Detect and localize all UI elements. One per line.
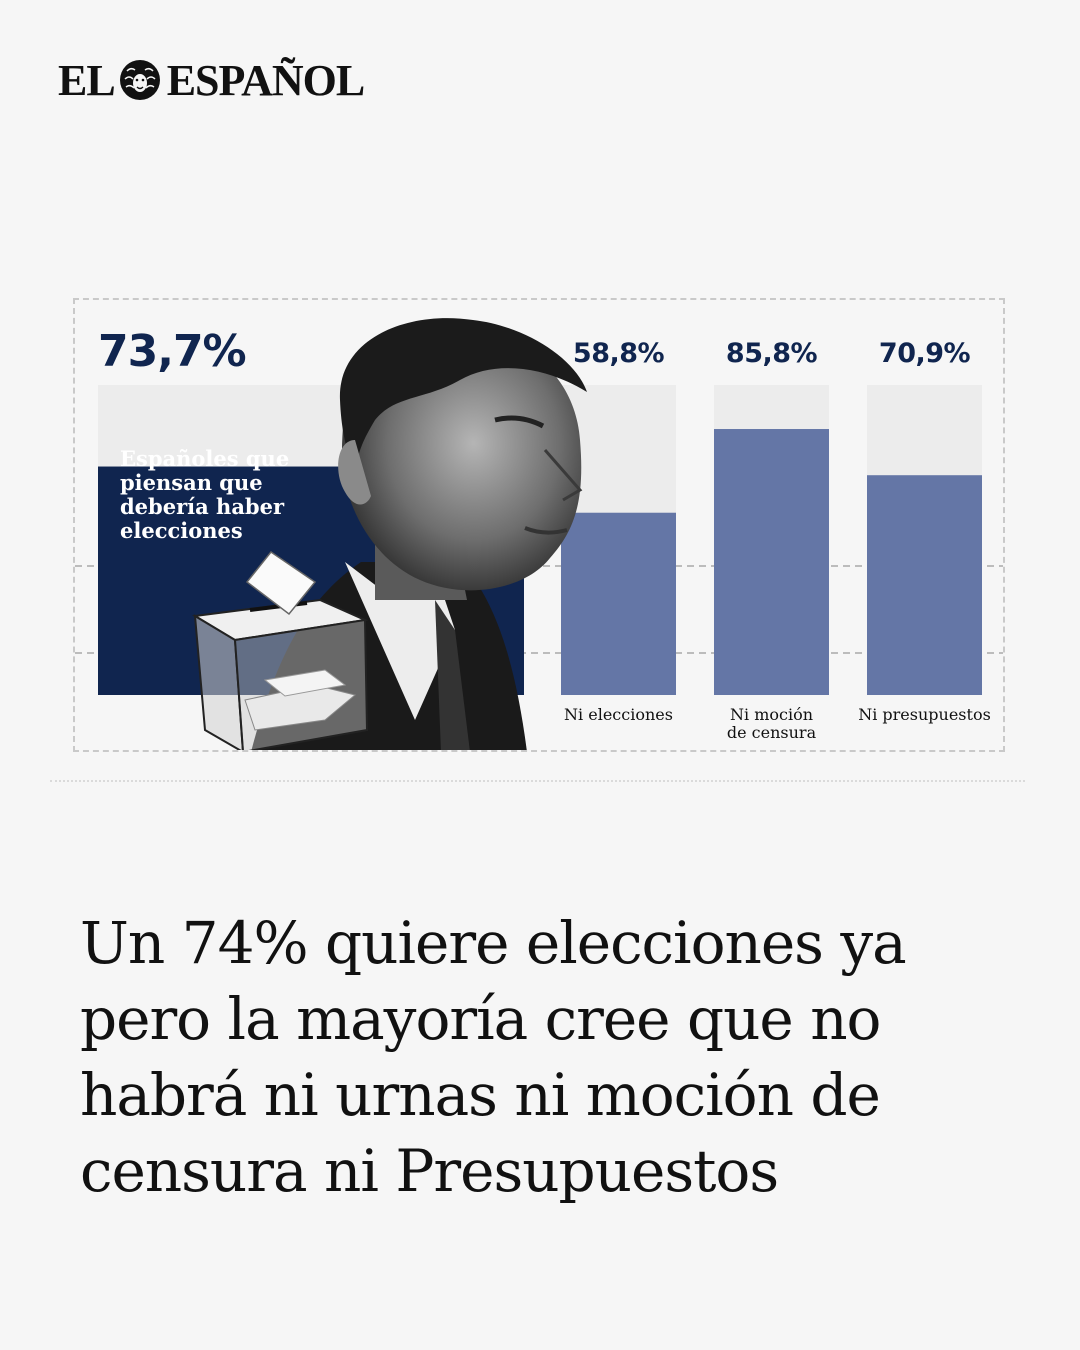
ballot-box-icon <box>192 550 369 750</box>
value-label-2: 58,8% <box>573 338 665 369</box>
headline: Un 74% quiere elecciones ya pero la mayo… <box>80 909 907 1205</box>
category-label-1: Españoles que <box>120 446 289 471</box>
value-label-3: 85,8% <box>726 338 818 369</box>
chart-frame: 73,7% Españoles que piensan que debería hab… <box>73 298 1005 752</box>
category-label-2: Ni elecciones <box>564 705 673 724</box>
bar-4 <box>867 475 982 695</box>
value-label-1: 73,7% <box>98 326 246 377</box>
category-label-1: debería haber <box>120 494 285 519</box>
category-label-3: de censura <box>727 723 817 742</box>
brand-logo: EL ESPAÑOL <box>58 52 366 108</box>
bar-2 <box>561 512 676 695</box>
category-label-1: elecciones <box>120 518 243 543</box>
brand-name-right: ESPAÑOL <box>166 55 366 105</box>
bar-3 <box>714 429 829 695</box>
politician-photo-icon <box>251 318 587 750</box>
section-separator <box>50 780 1025 782</box>
brand-name-left: EL <box>58 55 116 105</box>
lion-head-icon <box>119 60 160 100</box>
category-label-1: piensan que <box>120 470 263 495</box>
category-label-4: Ni presupuestos <box>858 705 991 724</box>
category-label-3: Ni moción <box>730 705 813 724</box>
value-label-4: 70,9% <box>879 338 971 369</box>
